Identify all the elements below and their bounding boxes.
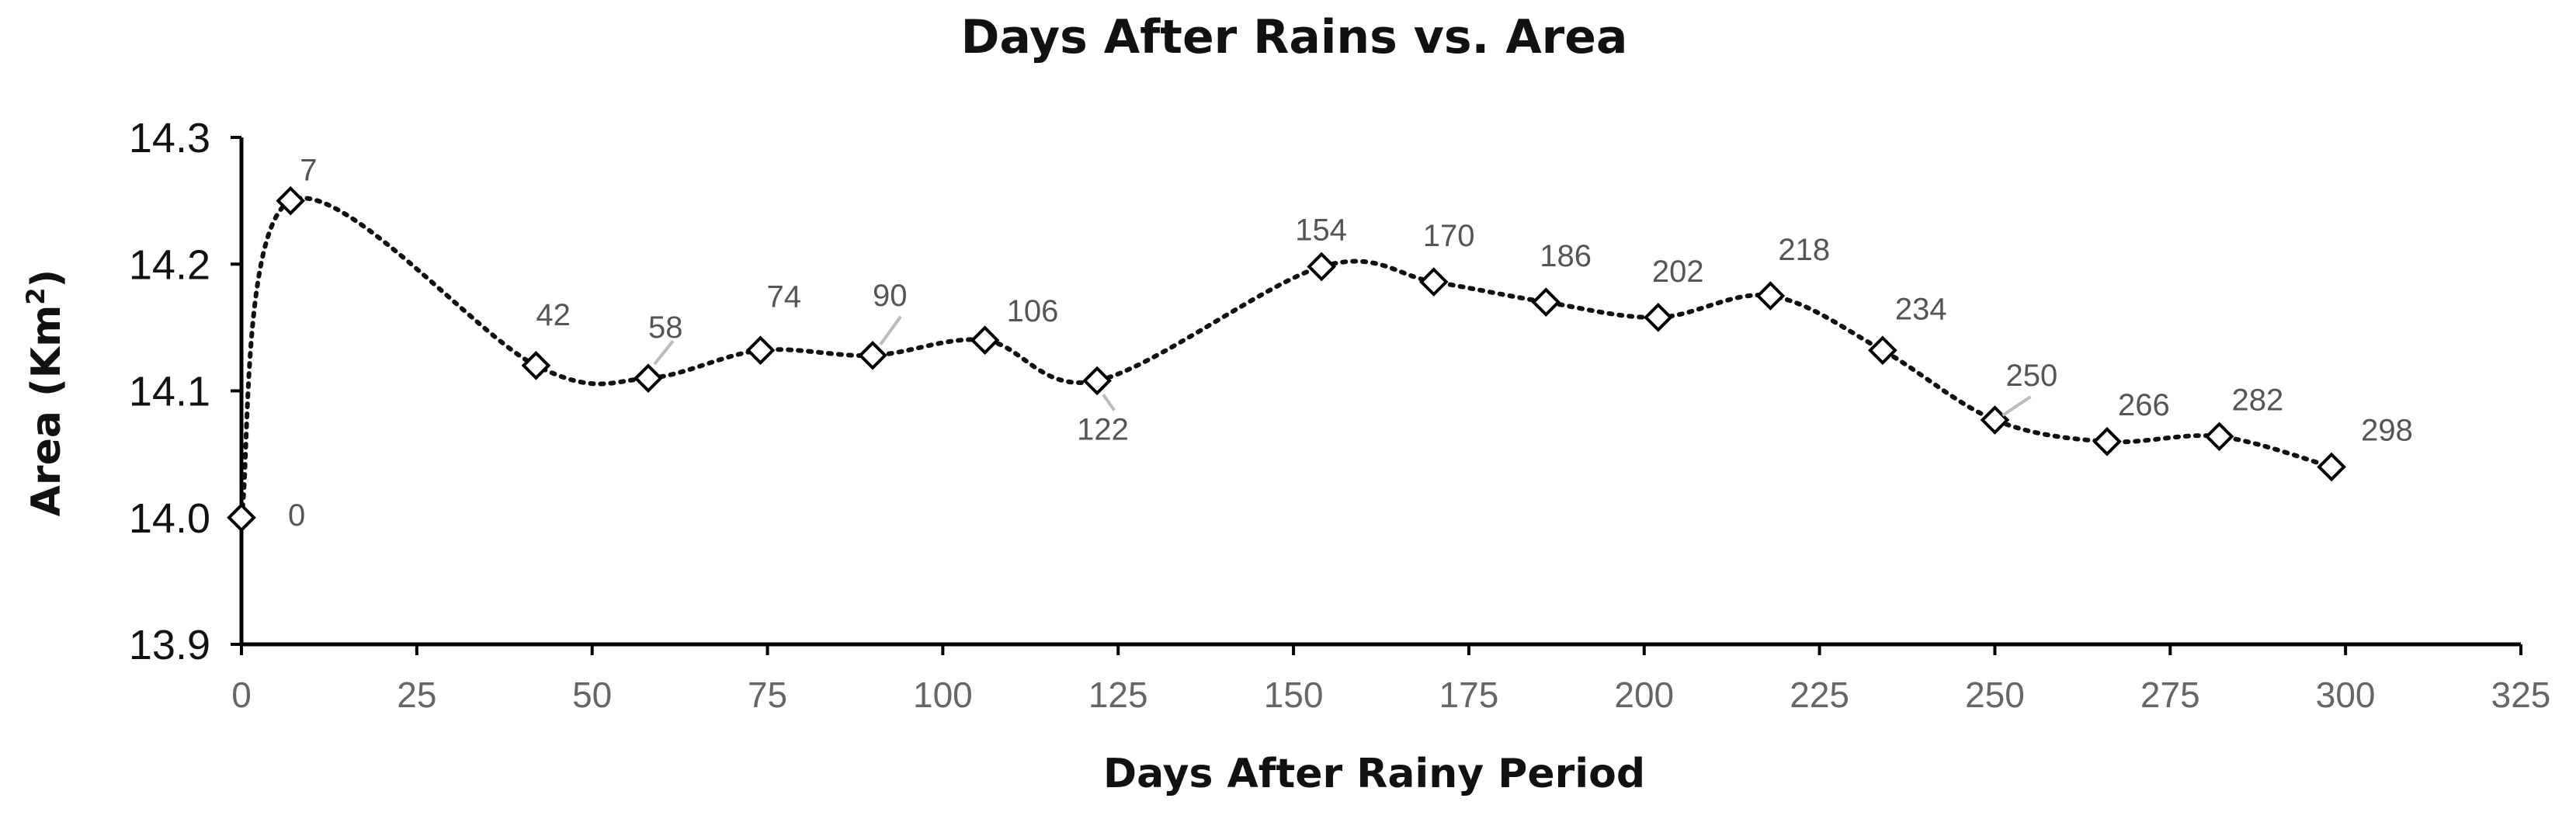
- data-label: 170: [1423, 219, 1475, 253]
- data-label: 266: [2118, 388, 2170, 422]
- chart-title: Days After Rains vs. Area: [961, 10, 1628, 64]
- data-label-leader: [2001, 395, 2032, 417]
- data-point-marker: [745, 335, 776, 366]
- data-labels: 0 7 42 58 74 90 106 122 154 170 186 202 218 234 250 266…: [288, 154, 2413, 533]
- y-tick-label: 14.0: [129, 495, 210, 542]
- x-tick-label: 150: [1264, 675, 1324, 715]
- x-tick-label: 175: [1439, 675, 1499, 715]
- data-point-marker: [1755, 281, 1786, 311]
- x-tick-label: 225: [1790, 675, 1849, 715]
- data-point-marker: [1531, 287, 1561, 318]
- data-label: 250: [2005, 359, 2057, 393]
- x-axis-title: Days After Rainy Period: [1103, 751, 1645, 797]
- x-tick-label: 50: [572, 675, 612, 715]
- data-label: 0: [288, 498, 305, 533]
- axes: 13.9 14.0 14.1 14.2 14.3 0 25 50 75 100 125 150 175 2…: [129, 115, 2550, 715]
- data-point-marker: [2092, 426, 2122, 456]
- data-series: [227, 186, 2346, 533]
- x-tick-label: 100: [913, 675, 973, 715]
- y-tick-label: 14.3: [129, 115, 210, 161]
- data-label: 234: [1895, 292, 1947, 326]
- data-point-marker: [1868, 335, 1897, 366]
- data-label: 58: [648, 311, 683, 345]
- data-label: 122: [1077, 412, 1129, 446]
- y-tick-label: 14.1: [129, 369, 210, 415]
- y-tick-label: 14.2: [129, 241, 210, 288]
- data-point-marker: [970, 325, 1000, 356]
- x-tick-label: 275: [2140, 675, 2200, 715]
- y-axis-title-superscript: 2: [21, 287, 50, 304]
- data-point-marker: [1082, 366, 1112, 396]
- data-point-marker: [634, 363, 663, 394]
- data-label: 202: [1652, 255, 1704, 289]
- x-tick-label: 25: [397, 675, 436, 715]
- x-tick-label: 250: [1965, 675, 2025, 715]
- data-label: 154: [1295, 213, 1347, 248]
- data-label-leader: [1102, 394, 1116, 411]
- data-point-marker: [2204, 422, 2234, 452]
- x-tick-label: 200: [1614, 675, 1674, 715]
- y-tick-label: 13.9: [129, 622, 210, 668]
- data-label-leader: [653, 339, 675, 366]
- data-label: 90: [873, 279, 908, 313]
- data-point-marker: [1644, 302, 1673, 332]
- x-tick-label: 325: [2491, 675, 2551, 715]
- data-label: 74: [767, 279, 802, 314]
- data-point-marker: [858, 340, 887, 370]
- data-label-leader: [879, 315, 902, 345]
- data-label: 7: [300, 154, 317, 188]
- x-tick-label: 125: [1088, 675, 1148, 715]
- data-label: 106: [1007, 294, 1059, 328]
- data-point-marker: [227, 502, 256, 533]
- data-point-marker: [1418, 267, 1449, 297]
- data-label: 186: [1540, 239, 1592, 273]
- data-label: 298: [2361, 413, 2413, 447]
- data-point-marker: [1307, 252, 1337, 282]
- series-line: [239, 196, 2335, 520]
- y-axis-title: Area (Km2): [21, 269, 70, 517]
- data-label: 218: [1778, 233, 1830, 267]
- data-point-marker: [521, 351, 551, 380]
- data-label: 282: [2232, 383, 2284, 417]
- x-tick-label: 0: [231, 675, 252, 715]
- data-label: 42: [536, 298, 571, 332]
- data-point-marker: [1980, 405, 2010, 435]
- x-tick-label: 300: [2316, 675, 2376, 715]
- x-tick-label: 75: [748, 675, 787, 715]
- data-point-marker: [276, 186, 306, 216]
- data-point-marker: [2317, 452, 2346, 482]
